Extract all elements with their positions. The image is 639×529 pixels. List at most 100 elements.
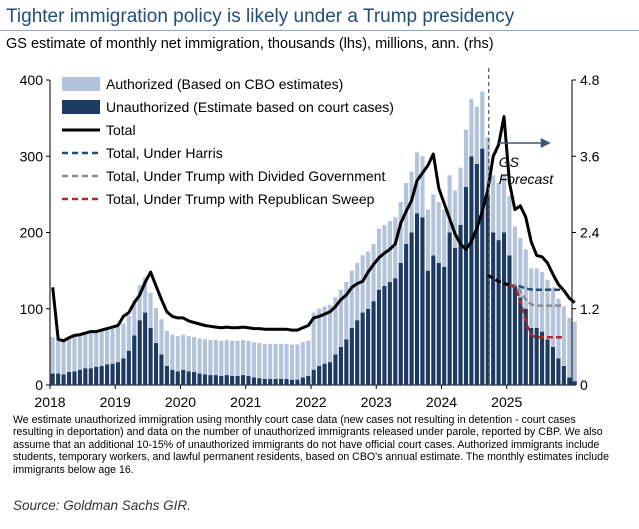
bar-unauthorized — [121, 358, 126, 385]
bar-authorized — [420, 156, 425, 218]
x-tick-label: 2024 — [426, 394, 457, 410]
bar-authorized — [529, 268, 534, 328]
bar-unauthorized — [518, 297, 523, 385]
bar-authorized — [523, 249, 528, 309]
bar-unauthorized — [317, 365, 322, 385]
bar-unauthorized — [447, 232, 452, 385]
bar-authorized — [115, 327, 121, 363]
bar-unauthorized — [398, 263, 403, 385]
bar-authorized — [382, 224, 387, 286]
bar-unauthorized — [88, 368, 93, 385]
bar-authorized — [246, 340, 251, 376]
bar-unauthorized — [66, 372, 72, 385]
bar-authorized — [572, 321, 577, 382]
bar-authorized — [268, 343, 273, 379]
bar-unauthorized — [507, 255, 512, 385]
bar-unauthorized — [371, 301, 376, 385]
bar-unauthorized — [143, 312, 148, 385]
bar-authorized — [491, 175, 496, 233]
bar-unauthorized — [159, 354, 164, 385]
left-tick-label: 0 — [35, 377, 43, 393]
bar-authorized — [208, 340, 213, 376]
legend-swatch — [62, 100, 100, 114]
bar-unauthorized — [105, 364, 110, 385]
bar-unauthorized — [382, 285, 387, 385]
bar-authorized — [458, 167, 463, 225]
bar-unauthorized — [197, 373, 202, 385]
bar-authorized — [512, 226, 517, 286]
bar-authorized — [436, 202, 441, 263]
bar-unauthorized — [322, 363, 327, 385]
bar-unauthorized — [295, 379, 300, 385]
bar-unauthorized — [376, 289, 382, 385]
bar-authorized — [88, 333, 93, 369]
bar-authorized — [175, 336, 180, 372]
bar-unauthorized — [545, 339, 550, 385]
immigration-chart: 0 100 200 300 400 0 1.2 2.4 3.6 4.8 2018 2019 2020 20… — [20, 68, 600, 410]
title-divider — [0, 30, 639, 31]
bar-unauthorized — [491, 232, 496, 385]
bar-authorized — [56, 338, 61, 374]
bar-authorized — [501, 175, 507, 233]
bar-unauthorized — [404, 243, 409, 385]
bar-authorized — [371, 243, 376, 302]
bar-authorized — [99, 330, 104, 366]
bar-unauthorized — [540, 331, 545, 385]
bar-authorized — [300, 342, 305, 378]
bar-authorized — [279, 343, 284, 379]
bar-authorized — [355, 263, 360, 321]
bar-unauthorized — [137, 320, 142, 385]
bar-authorized — [366, 251, 371, 309]
left-tick-label: 200 — [20, 225, 44, 241]
bar-authorized — [561, 306, 566, 366]
bar-unauthorized — [115, 362, 121, 385]
bar-unauthorized — [550, 346, 556, 385]
x-tick-label: 2022 — [295, 394, 326, 410]
bar-unauthorized — [333, 354, 338, 385]
bar-authorized — [224, 340, 229, 376]
bar-unauthorized — [360, 312, 365, 385]
bar-authorized — [251, 342, 256, 378]
bar-unauthorized — [469, 156, 474, 385]
bar-authorized — [257, 343, 262, 379]
bar-unauthorized — [561, 365, 566, 385]
bar-authorized — [186, 336, 191, 372]
x-tick-label: 2023 — [361, 394, 392, 410]
bar-authorized — [83, 333, 88, 369]
bar-unauthorized — [153, 343, 159, 385]
bar-unauthorized — [99, 365, 104, 385]
forecast-arrow-head — [540, 138, 551, 148]
bar-authorized — [66, 336, 72, 373]
bar-unauthorized — [257, 378, 262, 385]
bar-authorized — [534, 268, 539, 328]
bar-authorized — [327, 304, 333, 363]
bar-authorized — [567, 317, 572, 378]
x-tick-label: 2021 — [230, 394, 261, 410]
bar-unauthorized — [110, 363, 115, 385]
bar-authorized — [480, 91, 485, 149]
forecast-label-line2: Forecast — [499, 171, 555, 187]
bar-unauthorized — [567, 377, 572, 385]
bar-authorized — [333, 297, 338, 355]
right-tick-label: 4.8 — [580, 72, 600, 88]
bar-unauthorized — [344, 339, 349, 385]
bar-unauthorized — [409, 232, 414, 385]
bar-unauthorized — [192, 372, 197, 385]
bar-authorized — [311, 312, 316, 370]
bar-unauthorized — [240, 375, 246, 385]
bar-unauthorized — [235, 375, 240, 385]
bar-unauthorized — [94, 366, 99, 385]
bar-authorized — [317, 308, 322, 366]
bar-authorized — [431, 194, 436, 256]
bar-unauthorized — [224, 375, 229, 385]
bar-unauthorized — [529, 327, 534, 385]
bar-unauthorized — [425, 270, 430, 385]
bar-unauthorized — [436, 263, 441, 385]
x-tick-label: 2025 — [491, 394, 522, 410]
bar-unauthorized — [132, 335, 137, 385]
bar-authorized — [284, 343, 289, 379]
bar-unauthorized — [126, 350, 131, 385]
bar-authorized — [126, 315, 131, 351]
bar-unauthorized — [534, 327, 539, 385]
bar-unauthorized — [219, 375, 224, 385]
